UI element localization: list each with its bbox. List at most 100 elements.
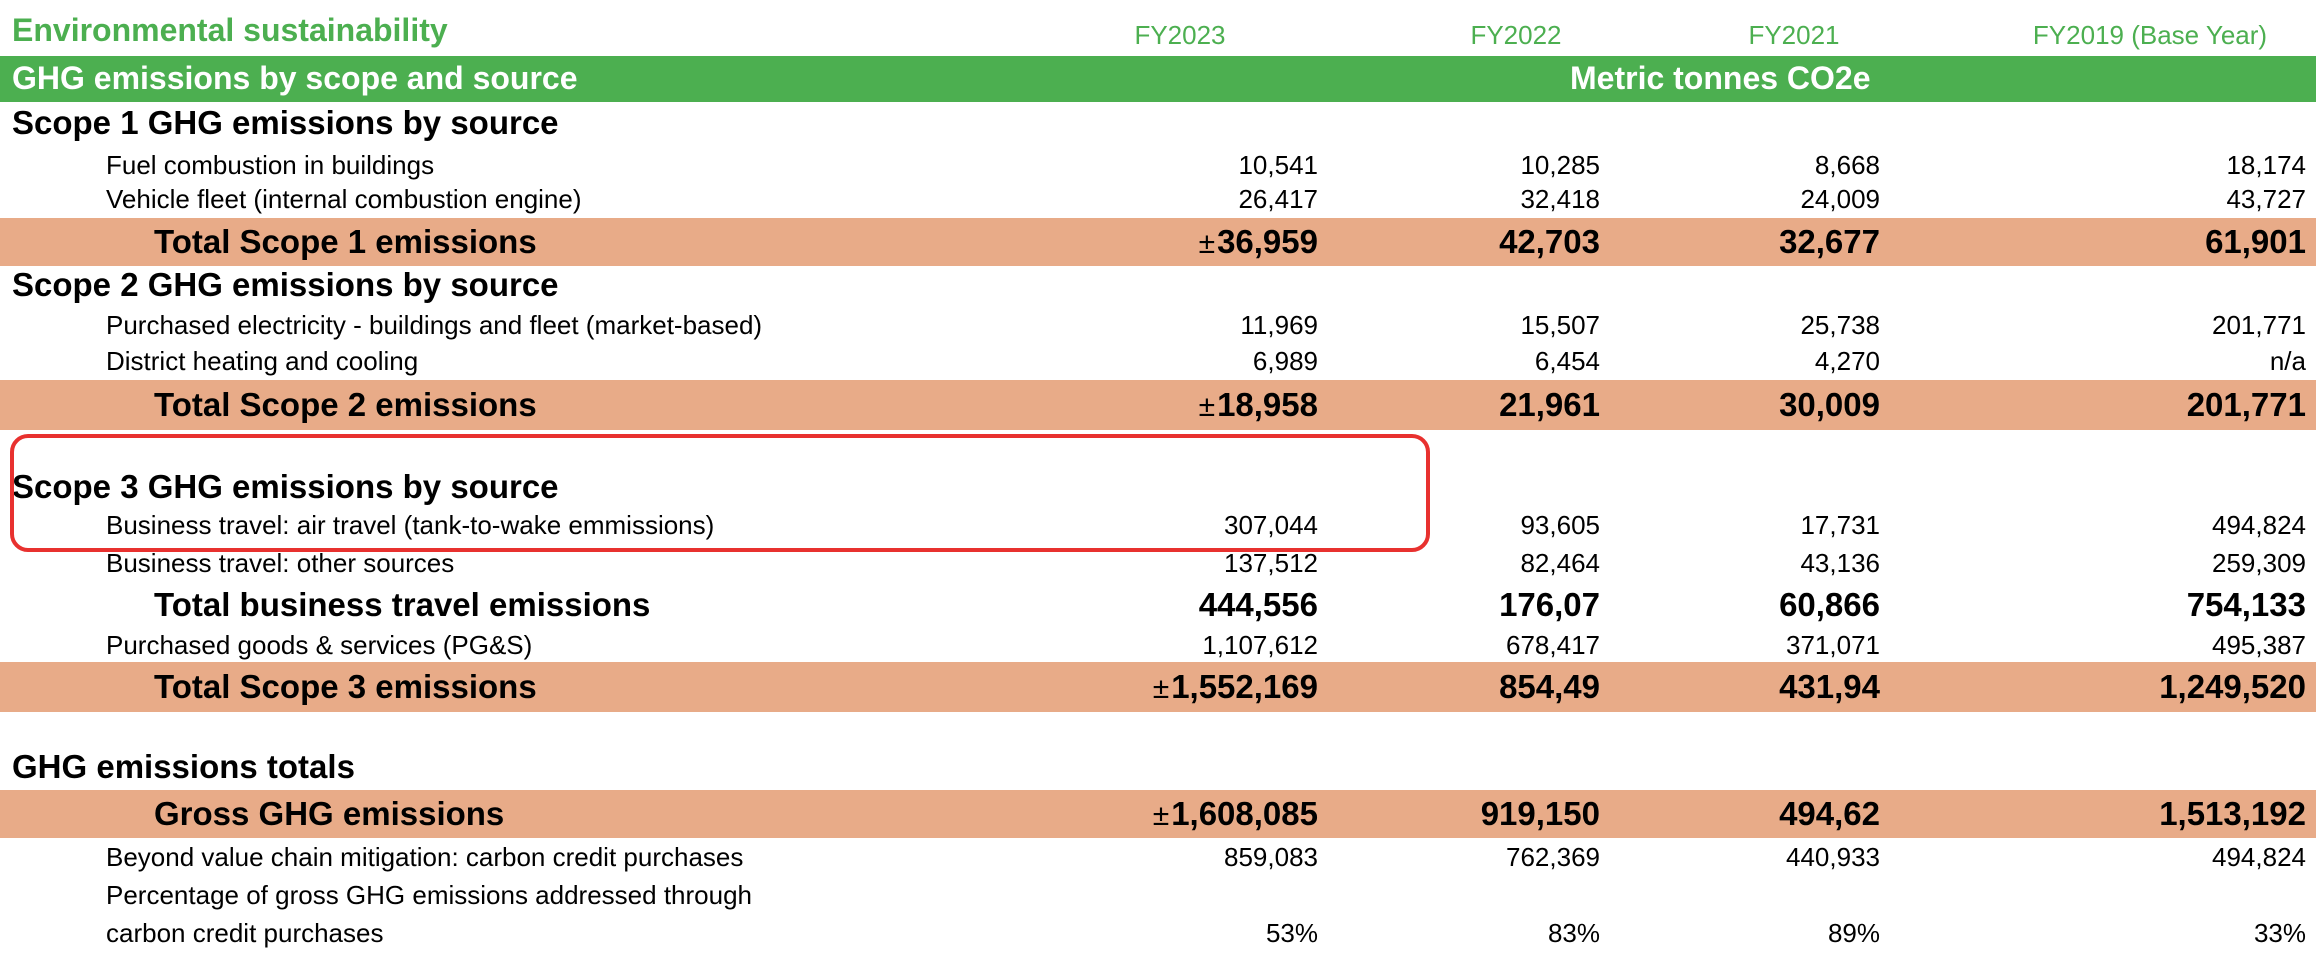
total-row-scope2: Total Scope 2 emissions ±18,958 21,961 3…	[0, 380, 2316, 430]
total-label: Total Scope 3 emissions	[154, 668, 537, 705]
table-row: Purchased goods & services (PG&S) 1,107,…	[0, 628, 2316, 664]
total-fy2022: 919,150	[1480, 795, 1600, 832]
total-fy2023: 444,556	[1198, 586, 1318, 623]
row-label: Business travel: air travel (tank-to-wak…	[106, 510, 715, 540]
table-row: Business travel: air travel (tank-to-wak…	[0, 510, 2316, 548]
total-fy2019: 1,249,520	[2159, 668, 2306, 705]
value-fy2021: 8,668	[1814, 150, 1880, 180]
totals-heading: GHG emissions totals	[12, 748, 355, 785]
total-fy2021: 60,866	[1779, 586, 1880, 623]
value-fy2023: 11,969	[1240, 310, 1318, 340]
total-fy2023: ±18,958	[1198, 386, 1318, 423]
value-fy2023: 859,083	[1224, 842, 1318, 872]
total-fy2019: 201,771	[2186, 386, 2306, 423]
value-fy2023: 10,541	[1238, 150, 1318, 180]
value-fy2021: 43,136	[1800, 548, 1880, 578]
total-fy2021: 30,009	[1779, 386, 1880, 423]
year-header-fy2021: FY2021	[1748, 20, 1840, 50]
total-fy2019: 754,133	[2186, 586, 2306, 623]
total-fy2022: 854,49	[1499, 668, 1600, 705]
sheet-title: Environmental sustainability	[12, 12, 448, 48]
year-header-fy2022: FY2022	[1470, 20, 1562, 50]
value-fy2022: 10,285	[1520, 150, 1600, 180]
scope3-heading-row: Scope 3 GHG emissions by source	[0, 468, 2316, 512]
total-row-scope1: Total Scope 1 emissions ±36,959 42,703 3…	[0, 218, 2316, 266]
table-row: Fuel combustion in buildings 10,541 10,2…	[0, 146, 2316, 184]
total-fy2019: 61,901	[2205, 223, 2306, 260]
total-fy2023: ±1,552,169	[1152, 668, 1318, 705]
value-fy2022: 15,507	[1520, 310, 1600, 340]
value-fy2023: 137,512	[1224, 548, 1318, 578]
value-fy2019: 494,824	[2212, 842, 2306, 872]
value-fy2019: 495,387	[2212, 630, 2306, 660]
value-fy2023: 6,989	[1252, 346, 1318, 376]
value-fy2023: 307,044	[1224, 510, 1318, 540]
value-fy2022: 762,369	[1506, 842, 1600, 872]
total-fy2021: 431,94	[1779, 668, 1880, 705]
table-row: carbon credit purchases 53% 83% 89% 33%	[0, 916, 2316, 956]
table-row: Percentage of gross GHG emissions addres…	[0, 878, 2316, 918]
value-fy2019: 201,771	[2212, 310, 2306, 340]
row-label: Vehicle fleet (internal combustion engin…	[106, 184, 582, 214]
table-row: Business travel: other sources 137,512 8…	[0, 548, 2316, 586]
value-fy2022: 678,417	[1506, 630, 1600, 660]
row-label-line2: carbon credit purchases	[106, 918, 384, 948]
banner-section-title: GHG emissions by scope and source	[12, 60, 578, 96]
row-label-line1: Percentage of gross GHG emissions addres…	[106, 880, 753, 910]
value-fy2023: 53%	[1265, 918, 1318, 948]
table-row: Purchased electricity - buildings and fl…	[0, 308, 2316, 346]
total-fy2022: 21,961	[1499, 386, 1600, 423]
value-fy2022: 6,454	[1534, 346, 1600, 376]
scope2-heading: Scope 2 GHG emissions by source	[12, 266, 559, 303]
row-label: District heating and cooling	[106, 346, 419, 376]
table-row: Vehicle fleet (internal combustion engin…	[0, 184, 2316, 220]
total-fy2021: 494,62	[1779, 795, 1880, 832]
row-label: Business travel: other sources	[106, 548, 455, 578]
plus-minus-symbol: ±	[1152, 672, 1170, 705]
total-fy2023: ±36,959	[1198, 223, 1318, 260]
plus-minus-symbol: ±	[1198, 227, 1216, 260]
total-label: Total Scope 1 emissions	[154, 223, 537, 260]
value-fy2022: 93,605	[1520, 510, 1600, 540]
plus-minus-symbol: ±	[1198, 390, 1216, 423]
total-label: Gross GHG emissions	[154, 795, 505, 832]
total-fy2022: 176,07	[1499, 586, 1600, 623]
total-row-business-travel: Total business travel emissions 444,556 …	[0, 582, 2316, 628]
year-header-fy2023: FY2023	[1134, 20, 1226, 50]
total-fy2023: ±1,608,085	[1152, 795, 1318, 832]
value-fy2019: 494,824	[2212, 510, 2306, 540]
value-fy2021: 4,270	[1814, 346, 1880, 376]
total-fy2022: 42,703	[1499, 223, 1600, 260]
value-fy2021: 371,071	[1786, 630, 1880, 660]
value-fy2021: 25,738	[1800, 310, 1880, 340]
header-row: Environmental sustainability FY2023 FY20…	[0, 8, 2316, 56]
value-fy2019: 18,174	[2226, 150, 2306, 180]
plus-minus-symbol: ±	[1152, 799, 1170, 832]
scope1-heading: Scope 1 GHG emissions by source	[12, 104, 559, 141]
total-label: Total business travel emissions	[154, 586, 651, 623]
value-fy2022: 82,464	[1520, 548, 1600, 578]
value-fy2022: 83%	[1547, 918, 1600, 948]
total-fy2019: 1,513,192	[2159, 795, 2306, 832]
value-fy2019: n/a	[2269, 346, 2306, 376]
row-label: Beyond value chain mitigation: carbon cr…	[106, 842, 744, 872]
row-label: Fuel combustion in buildings	[106, 150, 435, 180]
total-fy2021: 32,677	[1779, 223, 1880, 260]
value-fy2021: 440,933	[1786, 842, 1880, 872]
table-row: District heating and cooling 6,989 6,454…	[0, 346, 2316, 382]
row-label: Purchased electricity - buildings and fl…	[106, 310, 763, 340]
scope2-heading-row: Scope 2 GHG emissions by source	[0, 266, 2316, 310]
value-fy2022: 32,418	[1520, 184, 1600, 214]
value-fy2021: 89%	[1827, 918, 1880, 948]
total-row-gross: Gross GHG emissions ±1,608,085 919,150 4…	[0, 790, 2316, 838]
scope3-heading: Scope 3 GHG emissions by source	[12, 468, 559, 505]
table-row: Beyond value chain mitigation: carbon cr…	[0, 838, 2316, 878]
value-fy2021: 24,009	[1800, 184, 1880, 214]
scope1-heading-row: Scope 1 GHG emissions by source	[0, 102, 2316, 146]
value-fy2019: 43,727	[2226, 184, 2306, 214]
value-fy2023: 26,417	[1238, 184, 1318, 214]
value-fy2019: 33%	[2253, 918, 2306, 948]
row-label: Purchased goods & services (PG&S)	[106, 630, 533, 660]
units-banner: GHG emissions by scope and source Metric…	[0, 56, 2316, 102]
totals-heading-row: GHG emissions totals	[0, 748, 2316, 790]
